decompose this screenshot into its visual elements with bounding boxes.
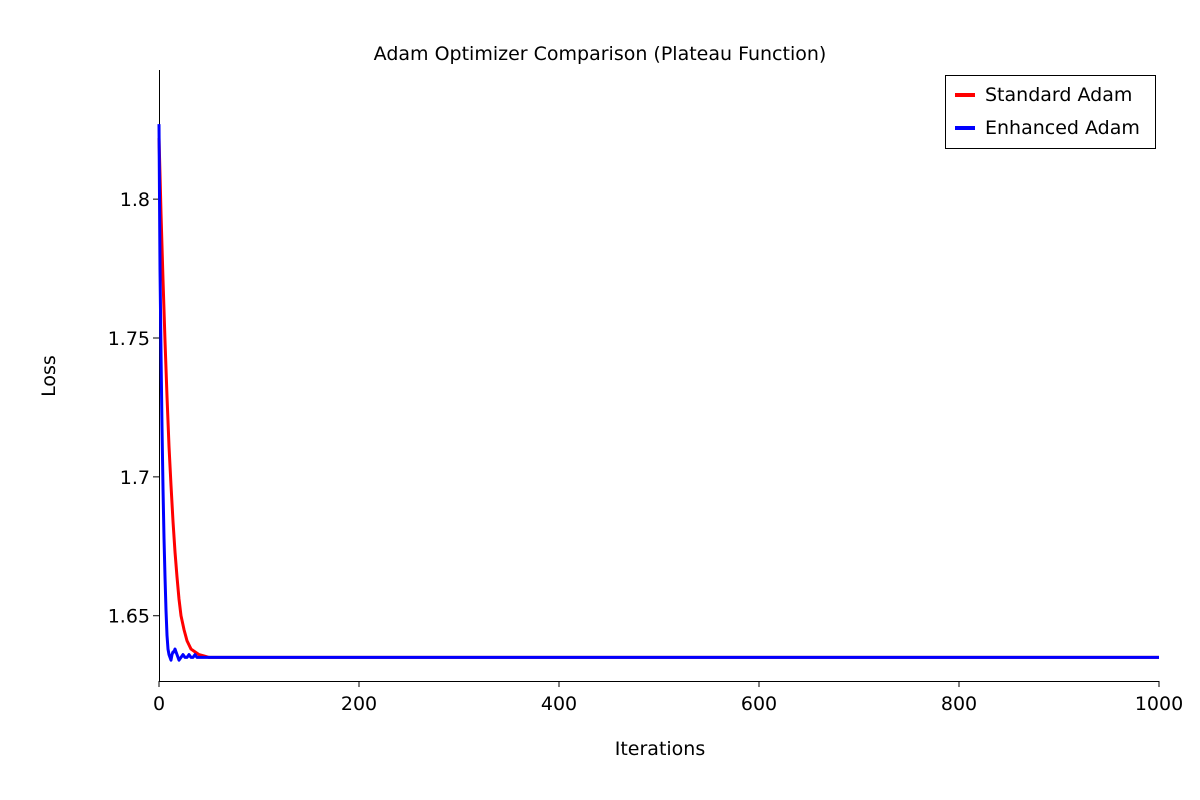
x-tick-label: 400 [541, 693, 577, 715]
legend-label-standard-adam: Standard Adam [985, 84, 1132, 106]
axes [159, 70, 1159, 682]
y-axis-title: Loss [38, 355, 60, 397]
y-tick-label: 1.8 [120, 189, 150, 211]
series-line-enhanced-adam [157, 124, 1159, 662]
x-tick-label: 1000 [1135, 693, 1183, 715]
y-tick-label: 1.65 [108, 606, 150, 628]
x-tick-label: 600 [741, 693, 777, 715]
chart-title: Adam Optimizer Comparison (Plateau Funct… [374, 43, 827, 65]
legend-box [945, 75, 1156, 149]
ticks: 0 200 400 600 800 1000 1.65 1.7 1.75 1.8 [108, 189, 1183, 715]
y-tick-label: 1.7 [120, 467, 150, 489]
series-lines [157, 124, 1159, 662]
x-tick-label: 0 [153, 693, 165, 715]
series-line-standard-adam [157, 137, 1159, 659]
x-tick-label: 800 [941, 693, 977, 715]
legend-label-enhanced-adam: Enhanced Adam [985, 117, 1140, 139]
legend: Standard Adam Enhanced Adam [945, 75, 1156, 149]
y-tick-label: 1.75 [108, 328, 150, 350]
x-tick-label: 200 [341, 693, 377, 715]
x-axis-title: Iterations [615, 738, 706, 760]
